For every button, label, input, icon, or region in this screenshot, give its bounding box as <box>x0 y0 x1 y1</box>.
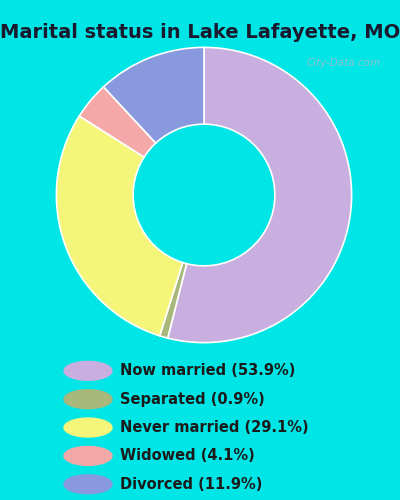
Text: Now married (53.9%): Now married (53.9%) <box>120 364 295 378</box>
Text: Separated (0.9%): Separated (0.9%) <box>120 392 265 406</box>
Wedge shape <box>56 116 183 336</box>
Circle shape <box>64 418 112 437</box>
Circle shape <box>64 475 112 494</box>
Wedge shape <box>168 48 352 343</box>
Text: Widowed (4.1%): Widowed (4.1%) <box>120 448 255 464</box>
Wedge shape <box>104 48 204 143</box>
Circle shape <box>64 446 112 466</box>
Text: City-Data.com: City-Data.com <box>306 58 380 68</box>
Wedge shape <box>79 87 156 157</box>
Text: Marital status in Lake Lafayette, MO: Marital status in Lake Lafayette, MO <box>0 23 400 42</box>
Text: Divorced (11.9%): Divorced (11.9%) <box>120 477 262 492</box>
Wedge shape <box>160 262 186 338</box>
Circle shape <box>64 362 112 380</box>
Text: Never married (29.1%): Never married (29.1%) <box>120 420 309 435</box>
Circle shape <box>64 390 112 408</box>
